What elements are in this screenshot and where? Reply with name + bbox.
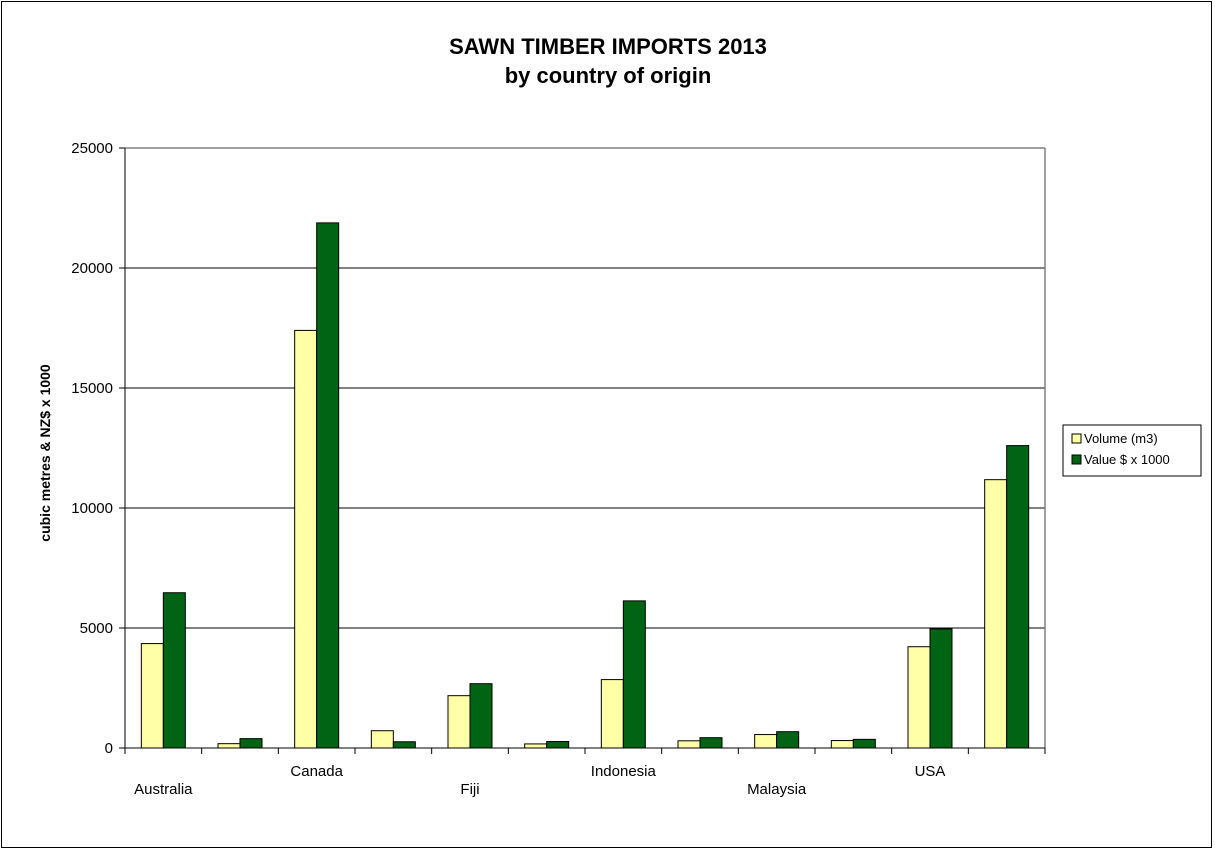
bar-volume [677,740,701,749]
bar-volume [294,329,318,749]
legend-label: Volume (m3) [1084,431,1158,446]
axes [124,147,1046,754]
bar-value [316,222,340,749]
bar-value [776,731,800,749]
bar-value [162,592,186,749]
bar-volume [447,695,471,749]
x-tick-label: USA [915,763,946,780]
bar-value [546,741,570,749]
legend-swatch [1071,433,1082,444]
bar-volume [907,646,931,749]
plot-area [125,148,1045,748]
bar-volume [600,679,624,749]
bar-volume [217,743,241,749]
y-tick-labels: 0 5000 10000 15000 20000 25000 [71,140,113,757]
chart-subtitle: by country of origin [505,63,712,88]
legend: Volume (m3) Value $ x 1000 [1062,424,1202,477]
bar-value [852,738,876,749]
x-tick-label: Canada [290,763,343,780]
x-tick-label: Australia [134,781,193,798]
y-tick-label: 5000 [80,620,113,637]
bar-value [622,600,646,749]
bar-value [929,628,953,749]
bar-volume [754,734,778,749]
bar-volume [830,740,854,749]
grid-lines [119,147,1045,749]
bar-value [392,741,416,749]
y-tick-label: 15000 [71,380,113,397]
y-tick-label: 25000 [71,140,113,157]
bar-volume [370,730,394,749]
bar-value [239,738,263,749]
y-tick-label: 20000 [71,260,113,277]
y-tick-label: 0 [105,740,113,757]
legend-label: Value $ x 1000 [1084,452,1170,467]
bar-volume [140,643,164,749]
bar-value [469,683,493,749]
y-axis-label: cubic metres & NZ$ x 1000 [37,364,53,542]
x-tick-label: Malaysia [747,781,807,798]
y-tick-label: 10000 [71,500,113,517]
bar-value [1006,445,1030,749]
x-tick-label: Indonesia [591,763,657,780]
x-tick-labels: Australia Canada Fiji Indonesia Malaysia USA [134,763,945,798]
x-tick-label: Fiji [460,781,479,798]
bars [140,222,1030,749]
legend-swatch [1071,454,1082,465]
chart-title: SAWN TIMBER IMPORTS 2013 [449,34,767,59]
legend-box [1062,424,1202,477]
bar-volume [524,743,548,749]
bar-value [699,737,723,749]
bar-volume [984,479,1008,749]
